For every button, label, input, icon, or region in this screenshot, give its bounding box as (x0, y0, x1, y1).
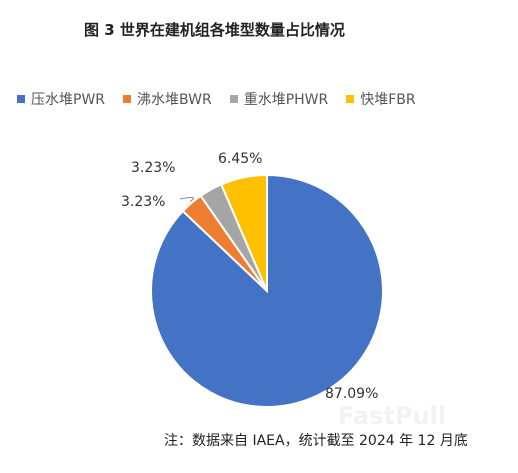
legend-label-fbr: 快堆FBR (360, 92, 416, 108)
legend-label-bwr: 沸水堆BWR (137, 92, 212, 108)
legend-item-bwr: 沸水堆BWR (123, 89, 212, 109)
leader-line-bwr (179, 196, 194, 202)
data-label-pwr: 87.09% (325, 386, 378, 402)
pie-slice-fbr (219, 173, 268, 292)
legend-swatch-pwr (17, 95, 25, 103)
data-label-bwr: 3.23% (131, 160, 175, 176)
data-label-phwr: 3.23% (121, 194, 165, 210)
legend-label-phwr: 重水堆PHWR (243, 92, 329, 108)
legend-label-pwr: 压水堆PWR (31, 92, 106, 108)
data-label-fbr: 6.45% (218, 151, 262, 167)
legend-swatch-fbr (346, 95, 355, 103)
chart-title: 图 3 世界在建机组各堆型数量占比情况 (84, 21, 345, 39)
legend-item-fbr: 快堆FBR (346, 89, 416, 109)
footnote: 注：数据来自 IAEA，统计截至 2024 年 12 月底 (164, 433, 468, 449)
watermark: FastPull (338, 402, 447, 430)
legend: 压水堆PWR 沸水堆BWR 重水堆PHWR 快堆FBR (17, 89, 434, 109)
legend-swatch-bwr (123, 95, 132, 103)
legend-swatch-phwr (229, 95, 238, 103)
legend-item-pwr: 压水堆PWR (17, 89, 105, 109)
legend-item-phwr: 重水堆PHWR (229, 89, 329, 109)
